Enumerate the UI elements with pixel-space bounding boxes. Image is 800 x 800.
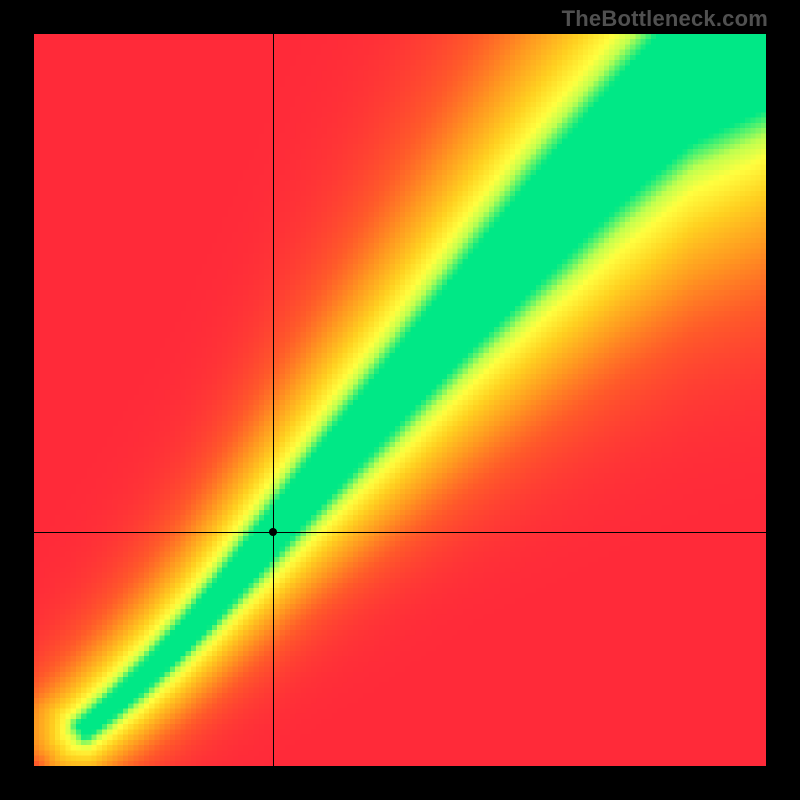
plot-area — [34, 34, 766, 766]
heatmap-canvas — [34, 34, 766, 766]
watermark-text: TheBottleneck.com — [562, 6, 768, 32]
root-container: TheBottleneck.com — [0, 0, 800, 800]
